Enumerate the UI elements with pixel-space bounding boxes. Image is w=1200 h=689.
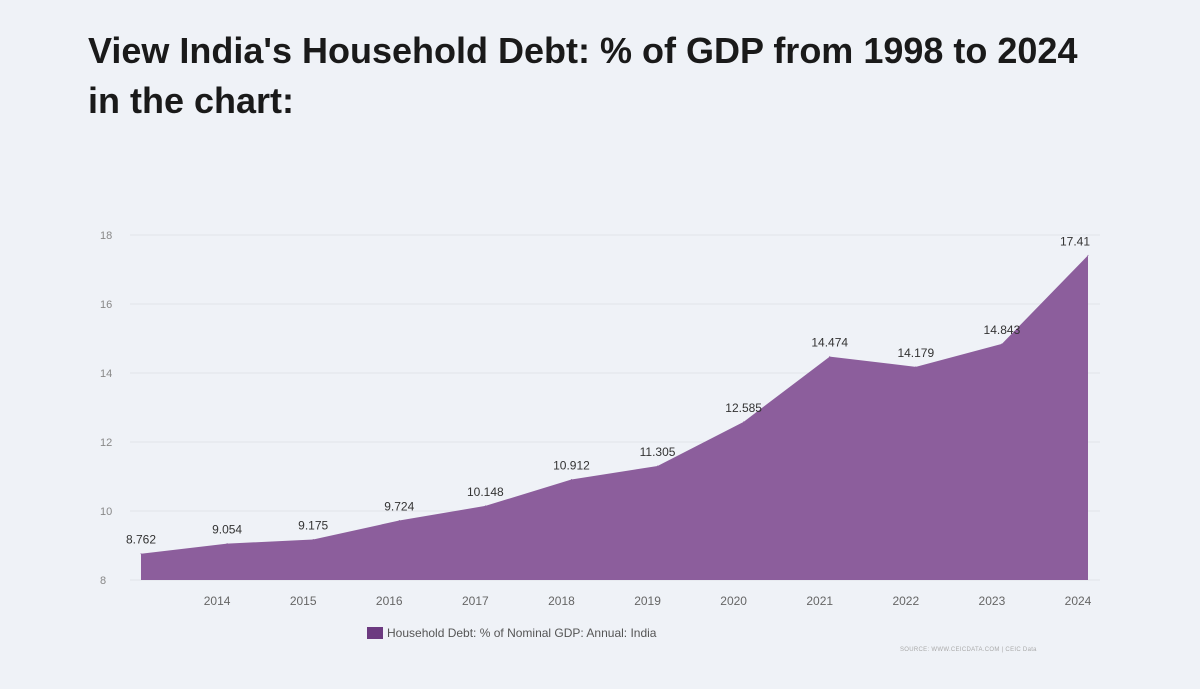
- legend: Household Debt: % of Nominal GDP: Annual…: [367, 626, 656, 640]
- x-tick-label: 2024: [1065, 594, 1092, 608]
- data-label: 14.843: [984, 323, 1021, 337]
- data-point: [829, 356, 831, 358]
- data-label: 14.474: [811, 336, 848, 350]
- data-label: 9.724: [384, 500, 414, 514]
- y-tick-label: 16: [100, 299, 112, 311]
- x-tick-label: 2014: [204, 594, 231, 608]
- data-label: 11.305: [640, 445, 676, 459]
- data-point: [657, 465, 659, 467]
- y-tick-label: 12: [100, 437, 112, 449]
- data-label: 10.148: [467, 485, 504, 499]
- data-point: [570, 479, 572, 481]
- data-point: [743, 421, 745, 423]
- data-point: [226, 543, 228, 545]
- data-label: 9.054: [212, 523, 242, 537]
- data-point: [1001, 343, 1003, 345]
- data-label: 8.762: [126, 533, 156, 547]
- data-label: 9.175: [298, 518, 328, 532]
- x-tick-label: 2020: [720, 594, 747, 608]
- x-tick-label: 2022: [892, 594, 919, 608]
- x-tick-label: 2017: [462, 594, 489, 608]
- y-tick-label: 18: [100, 230, 112, 242]
- data-point: [312, 538, 314, 540]
- data-point: [140, 553, 142, 555]
- x-tick-label: 2023: [979, 594, 1006, 608]
- x-tick-label: 2019: [634, 594, 661, 608]
- data-point: [915, 366, 917, 368]
- x-tick-label: 2015: [290, 594, 317, 608]
- source-note: SOURCE: WWW.CEICDATA.COM | CEIC Data: [900, 647, 1037, 653]
- data-label: 12.585: [725, 401, 762, 415]
- x-tick-label: 2021: [806, 594, 833, 608]
- legend-label: Household Debt: % of Nominal GDP: Annual…: [387, 626, 657, 640]
- x-tick-label: 2016: [376, 594, 403, 608]
- data-label: 17.41: [1060, 234, 1090, 248]
- data-point: [398, 520, 400, 522]
- y-tick-label: 14: [100, 368, 112, 380]
- y-tick-label: 8: [100, 575, 106, 587]
- data-label: 10.912: [553, 459, 590, 473]
- area-series: [141, 255, 1088, 581]
- page-title: View India's Household Debt: % of GDP fr…: [88, 30, 1078, 121]
- legend-swatch: [367, 627, 383, 639]
- data-point: [1087, 254, 1089, 256]
- data-point: [484, 505, 486, 507]
- y-tick-label: 10: [100, 506, 112, 518]
- x-tick-label: 2018: [548, 594, 575, 608]
- data-label: 14.179: [897, 346, 934, 360]
